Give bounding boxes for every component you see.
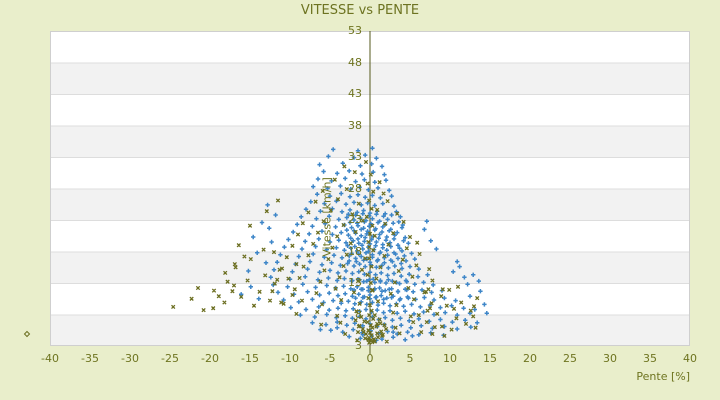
x-tick--10: -10 xyxy=(281,352,299,365)
series-vitesse-blue xyxy=(239,146,489,343)
scatter-canvas xyxy=(171,31,489,354)
x-tick-10: 10 xyxy=(443,352,457,365)
y-tick-43: 43 xyxy=(348,87,362,100)
x-tick-0: 0 xyxy=(366,352,374,365)
x-tick--20: -20 xyxy=(201,352,219,365)
x-tick--30: -30 xyxy=(121,352,139,365)
stray-marker-icon xyxy=(23,330,31,338)
y-tick-8: 8 xyxy=(355,307,362,321)
x-tick-5: 5 xyxy=(406,352,414,365)
x-axis-title: Pente [%] xyxy=(636,370,690,383)
y-tick-23: 23 xyxy=(348,213,362,226)
y-tick-13: 13 xyxy=(348,276,362,289)
y-tick-33: 33 xyxy=(348,150,362,163)
y-tick-28: 28 xyxy=(348,181,362,195)
y-tick-18: 18 xyxy=(348,244,362,258)
y-tick-48: 48 xyxy=(348,55,362,69)
y-tick-38: 38 xyxy=(348,118,362,132)
x-tick-40: 40 xyxy=(683,352,697,365)
series-vitesse-olive xyxy=(171,159,480,345)
x-tick-25: 25 xyxy=(563,352,577,365)
x-tick--15: -15 xyxy=(241,352,259,365)
x-tick--25: -25 xyxy=(161,352,179,365)
y-tick-3: 3 xyxy=(355,339,362,352)
x-tick--5: -5 xyxy=(324,352,336,365)
x-tick-35: 35 xyxy=(643,352,657,365)
x-tick--35: -35 xyxy=(81,352,99,365)
y-tick-53: 53 xyxy=(348,24,362,37)
x-tick-20: 20 xyxy=(523,352,537,365)
x-tick--40: -40 xyxy=(41,352,59,365)
y-axis-title: Vitesse [km/h] xyxy=(320,177,334,257)
x-tick-30: 30 xyxy=(603,352,617,365)
x-tick-15: 15 xyxy=(483,352,497,365)
chart-title: VITESSE vs PENTE xyxy=(300,3,420,18)
